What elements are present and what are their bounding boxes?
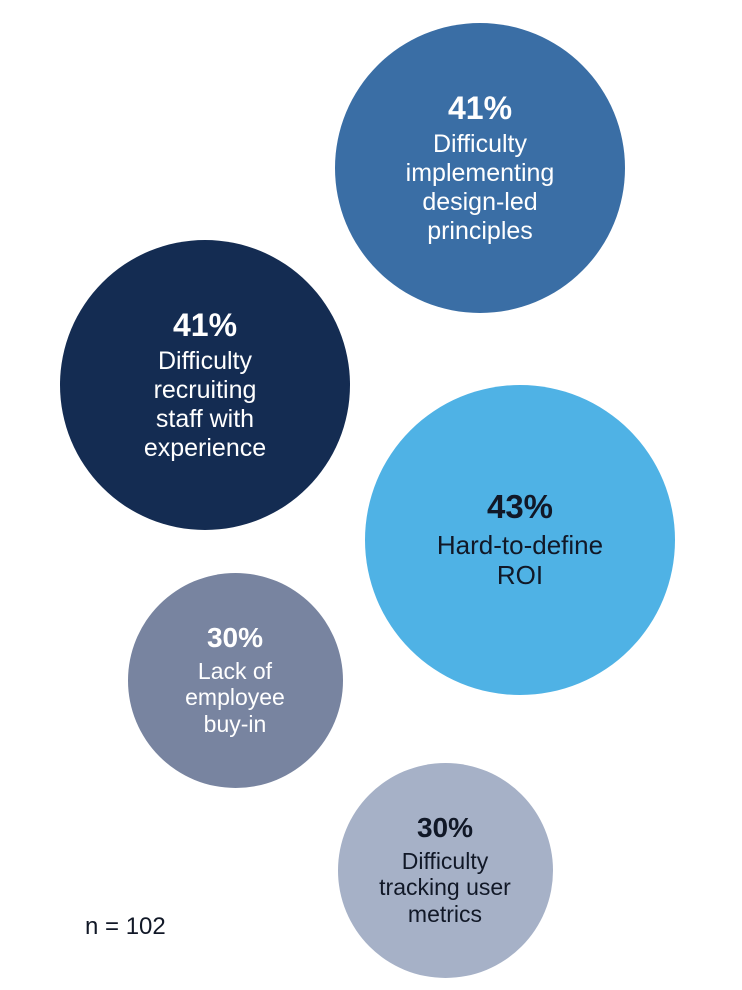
bubble-recruiting: 41% Difficulty recruiting staff with expe… bbox=[60, 240, 350, 530]
bubble-percent: 43% bbox=[487, 489, 553, 525]
bubble-percent: 30% bbox=[207, 623, 263, 654]
sample-size-label: n = 102 bbox=[85, 913, 166, 941]
bubble-label: Lack of employee buy-in bbox=[185, 658, 285, 737]
bubble-percent: 41% bbox=[448, 91, 512, 126]
bubble-label: Difficulty implementing design-led princ… bbox=[406, 130, 555, 245]
bubble-metrics: 30% Difficulty tracking user metrics bbox=[338, 763, 553, 978]
bubble-buyin: 30% Lack of employee buy-in bbox=[128, 573, 343, 788]
bubble-label: Difficulty tracking user metrics bbox=[379, 848, 511, 927]
bubble-percent: 41% bbox=[173, 308, 237, 343]
bubble-label: Hard-to-define ROI bbox=[437, 531, 603, 591]
bubble-roi: 43% Hard-to-define ROI bbox=[365, 385, 675, 695]
bubble-label: Difficulty recruiting staff with experie… bbox=[144, 347, 266, 462]
bubble-percent: 30% bbox=[417, 813, 473, 844]
bubble-implementing: 41% Difficulty implementing design-led pr… bbox=[335, 23, 625, 313]
